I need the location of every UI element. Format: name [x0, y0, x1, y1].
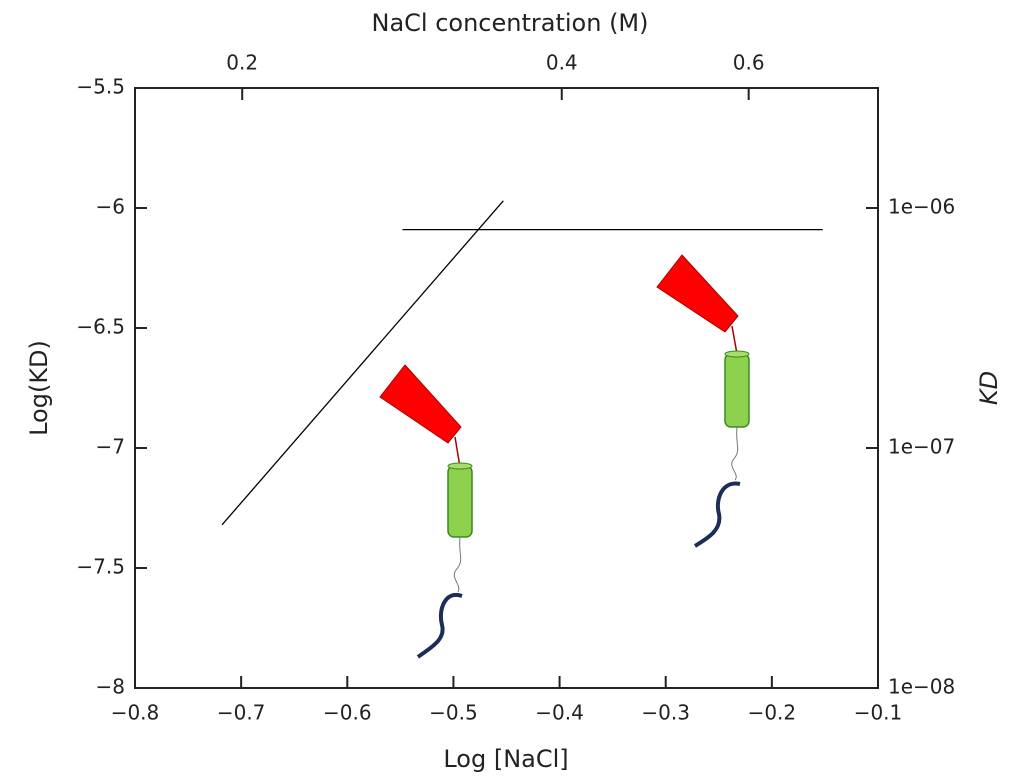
y-tick-label: −6.5 — [76, 315, 125, 339]
x-axis-title: Log [NaCl] — [443, 745, 568, 773]
y-tick-label: −6 — [96, 195, 125, 219]
y-tick-label: −5.5 — [76, 75, 125, 99]
x-tick-label: −0.1 — [854, 701, 903, 725]
y-tick-label: −7 — [96, 435, 125, 459]
top-tick-label: 0.6 — [733, 51, 765, 75]
y2-tick-label: 1e−07 — [888, 434, 955, 458]
molecule-cartoon — [379, 364, 473, 659]
y-tick-label: −7.5 — [76, 555, 125, 579]
x-tick-label: −0.2 — [748, 701, 797, 725]
molecule-cartoon — [656, 254, 750, 548]
x-tick-label: −0.5 — [429, 701, 478, 725]
data-line — [221, 200, 504, 526]
x-tick-label: −0.7 — [217, 701, 266, 725]
x-tick-label: −0.3 — [641, 701, 690, 725]
x-tick-label: −0.4 — [535, 701, 584, 725]
x-tick-label: −0.8 — [111, 701, 160, 725]
y2-axis-title: KD — [975, 371, 1003, 405]
top-axis-title: NaCl concentration (M) — [372, 9, 649, 37]
y-tick-label: −8 — [96, 675, 125, 699]
plot-frame — [134, 87, 879, 689]
y-axis-title: Log(KD) — [25, 340, 53, 436]
top-tick-label: 0.4 — [546, 51, 578, 75]
y2-tick-label: 1e−06 — [888, 194, 955, 218]
y2-tick-label: 1e−08 — [888, 675, 955, 699]
top-tick-label: 0.2 — [226, 51, 258, 75]
x-tick-label: −0.6 — [323, 701, 372, 725]
